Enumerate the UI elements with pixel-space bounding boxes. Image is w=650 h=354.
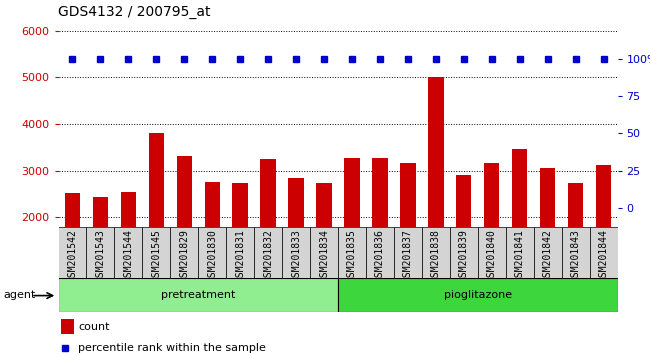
Bar — [177, 156, 192, 310]
Bar — [93, 197, 108, 310]
Bar — [506, 227, 534, 278]
Bar — [450, 227, 478, 278]
Bar — [254, 227, 282, 278]
Text: pretreatment: pretreatment — [161, 290, 235, 300]
Text: GSM201836: GSM201836 — [375, 229, 385, 282]
Bar — [422, 227, 450, 278]
Bar — [170, 227, 198, 278]
Bar — [58, 278, 338, 312]
Bar — [512, 149, 527, 310]
Bar — [233, 183, 248, 310]
Bar — [317, 183, 332, 310]
Bar — [261, 159, 276, 310]
Text: percentile rank within the sample: percentile rank within the sample — [78, 343, 266, 353]
Bar — [310, 227, 338, 278]
Bar — [366, 227, 394, 278]
Text: GSM201843: GSM201843 — [571, 229, 580, 282]
Text: GSM201842: GSM201842 — [543, 229, 552, 282]
Text: GSM201829: GSM201829 — [179, 229, 189, 282]
Text: GSM201837: GSM201837 — [403, 229, 413, 282]
Bar — [205, 182, 220, 310]
Text: agent: agent — [3, 290, 36, 300]
Bar — [65, 193, 80, 310]
Bar — [114, 227, 142, 278]
Bar — [568, 183, 583, 310]
Bar — [149, 133, 164, 310]
Text: GSM201838: GSM201838 — [431, 229, 441, 282]
Bar — [289, 178, 304, 310]
Text: GSM201545: GSM201545 — [151, 229, 161, 282]
Text: GSM201839: GSM201839 — [459, 229, 469, 282]
Bar — [562, 227, 590, 278]
Text: GSM201542: GSM201542 — [68, 229, 77, 282]
Bar — [400, 163, 415, 310]
Text: count: count — [78, 322, 110, 332]
Bar — [226, 227, 254, 278]
Text: GSM201834: GSM201834 — [319, 229, 329, 282]
Bar — [478, 227, 506, 278]
Bar — [61, 319, 73, 334]
Bar — [58, 227, 86, 278]
Text: GSM201833: GSM201833 — [291, 229, 301, 282]
Bar — [596, 165, 611, 310]
Bar — [338, 278, 618, 312]
Text: GSM201841: GSM201841 — [515, 229, 525, 282]
Text: GSM201830: GSM201830 — [207, 229, 217, 282]
Bar — [372, 158, 387, 310]
Text: pioglitazone: pioglitazone — [444, 290, 512, 300]
Text: GSM201831: GSM201831 — [235, 229, 245, 282]
Bar — [534, 227, 562, 278]
Text: GSM201543: GSM201543 — [96, 229, 105, 282]
Bar — [456, 175, 471, 310]
Text: GSM201544: GSM201544 — [124, 229, 133, 282]
Text: GSM201832: GSM201832 — [263, 229, 273, 282]
Bar — [484, 163, 499, 310]
Text: GSM201844: GSM201844 — [599, 229, 608, 282]
Bar — [344, 158, 359, 310]
Bar — [338, 227, 366, 278]
Bar — [198, 227, 226, 278]
Text: GSM201840: GSM201840 — [487, 229, 497, 282]
Bar — [121, 192, 136, 310]
Bar — [394, 227, 422, 278]
Bar — [590, 227, 618, 278]
Text: GSM201835: GSM201835 — [347, 229, 357, 282]
Bar — [540, 168, 555, 310]
Text: GDS4132 / 200795_at: GDS4132 / 200795_at — [58, 5, 211, 19]
Bar — [142, 227, 170, 278]
Bar — [428, 77, 443, 310]
Bar — [282, 227, 310, 278]
Bar — [86, 227, 114, 278]
